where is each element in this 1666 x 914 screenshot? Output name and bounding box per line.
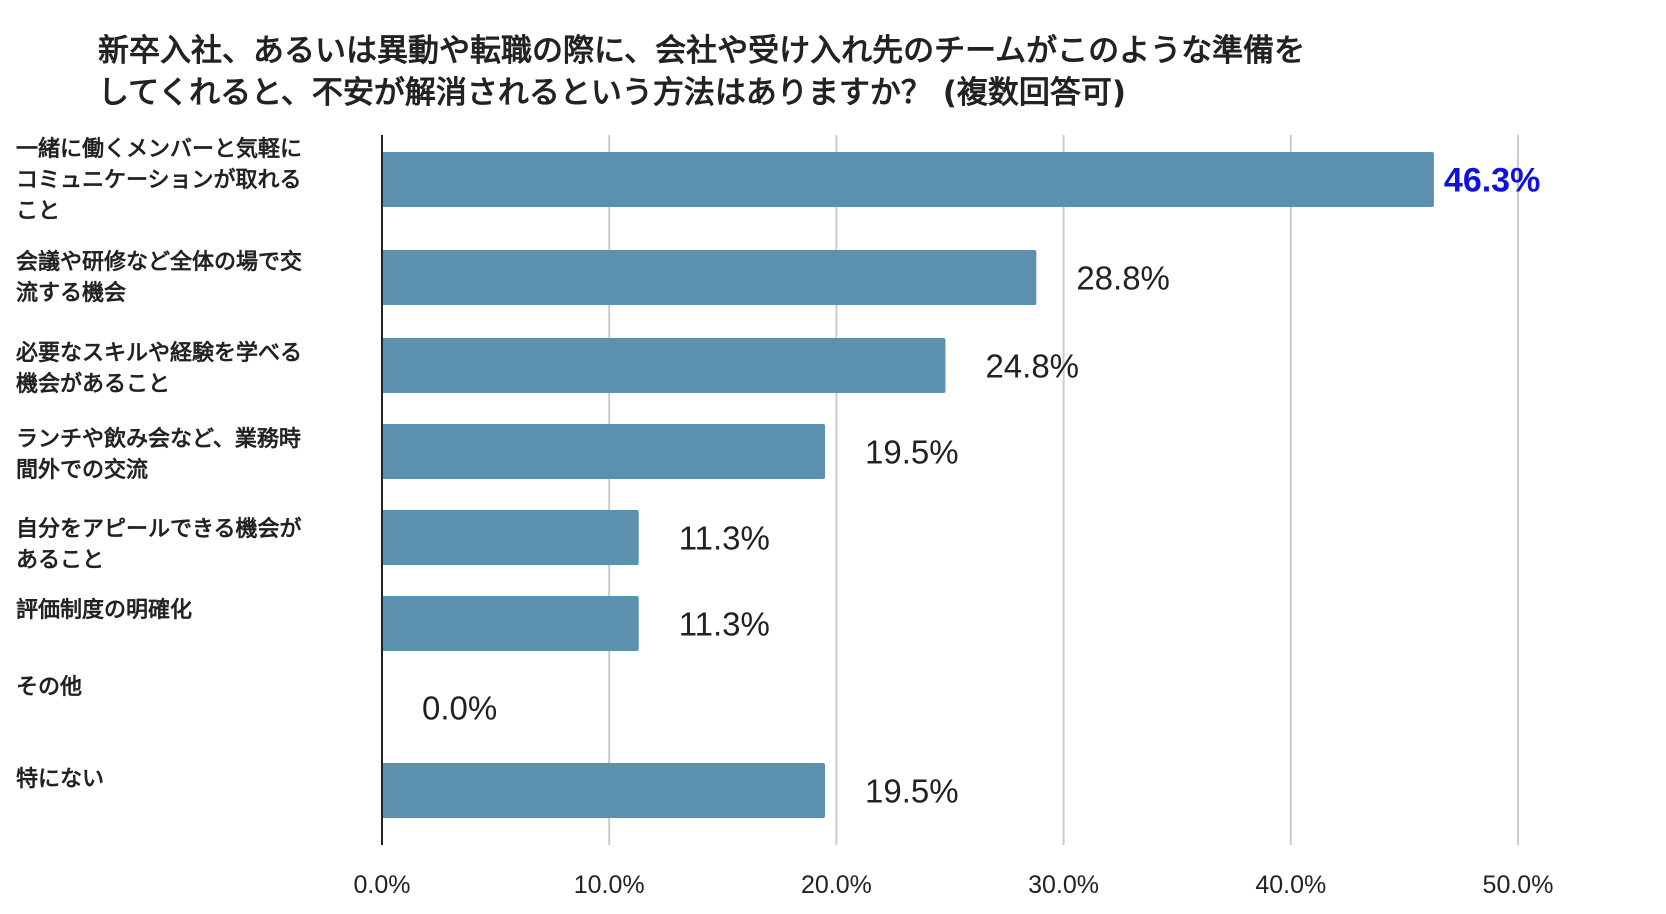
x-tick-label-3: 30.0% — [1028, 871, 1099, 899]
category-label-0: 一緒に働くメンバーと気軽に コミュニケーションが取れる こと — [16, 134, 371, 227]
category-label-line: 自分をアピールできる機会が — [16, 517, 302, 542]
x-tick-label-1: 10.0% — [574, 871, 645, 899]
value-label-6: 0.0% — [422, 690, 497, 727]
category-label-3: ランチや飲み会など、業務時 間外での交流 — [16, 424, 371, 486]
bar-2 — [382, 338, 946, 393]
category-label-1: 会議や研修など全体の場で交 流する機会 — [16, 247, 371, 309]
category-label-line: コミュニケーションが取れる — [16, 168, 302, 193]
category-label-line: こと — [16, 199, 61, 224]
category-label-line: 機会があること — [16, 372, 171, 397]
bar-1 — [382, 250, 1037, 305]
x-tick-label-0: 0.0% — [354, 871, 411, 899]
bar-3 — [382, 424, 826, 479]
bar-0 — [382, 152, 1434, 207]
x-tick-label-5: 50.0% — [1483, 871, 1554, 899]
category-label-4: 自分をアピールできる機会が あること — [16, 514, 371, 576]
category-label-2: 必要なスキルや経験を学べる 機会があること — [16, 338, 371, 400]
value-label-2: 24.8% — [985, 348, 1079, 385]
chart-title-line-1: 新卒入社、あるいは異動や転職の際に、会社や受け入れ先のチームがこのような準備を — [98, 33, 1306, 69]
value-label-4: 11.3% — [679, 520, 770, 557]
x-tick-label-2: 20.0% — [801, 871, 872, 899]
category-label-line: 必要なスキルや経験を学べる — [16, 341, 303, 366]
chart-title-line-2: してくれると、不安が解消されるという方法はありますか？ (複数回答可) — [98, 75, 1127, 111]
value-label-7: 19.5% — [865, 773, 959, 810]
bar-7 — [382, 763, 826, 818]
chart-title: 新卒入社、あるいは異動や転職の際に、会社や受け入れ先のチームがこのような準備を … — [98, 30, 1518, 114]
category-label-line: あること — [16, 548, 105, 573]
category-label-line: 流する機会 — [16, 281, 127, 306]
bar-5 — [382, 596, 639, 651]
bar-4 — [382, 510, 639, 565]
value-label-1: 28.8% — [1076, 260, 1170, 297]
value-label-3: 19.5% — [865, 434, 959, 471]
category-label-line: 会議や研修など全体の場で交 — [16, 250, 303, 275]
value-label-5: 11.3% — [679, 606, 770, 643]
category-label-line: その他 — [16, 675, 83, 700]
x-tick-label-4: 40.0% — [1255, 871, 1326, 899]
category-label-line: ランチや飲み会など、業務時 — [16, 427, 301, 452]
category-label-5: 評価制度の明確化 — [16, 595, 371, 626]
category-label-line: 一緒に働くメンバーと気軽に — [16, 137, 303, 162]
category-label-line: 間外での交流 — [16, 458, 149, 483]
category-label-line: 特にない — [16, 767, 105, 792]
value-label-0: 46.3% — [1444, 162, 1540, 200]
category-label-6: その他 — [16, 672, 371, 703]
category-label-7: 特にない — [16, 764, 371, 795]
category-label-line: 評価制度の明確化 — [16, 598, 193, 623]
